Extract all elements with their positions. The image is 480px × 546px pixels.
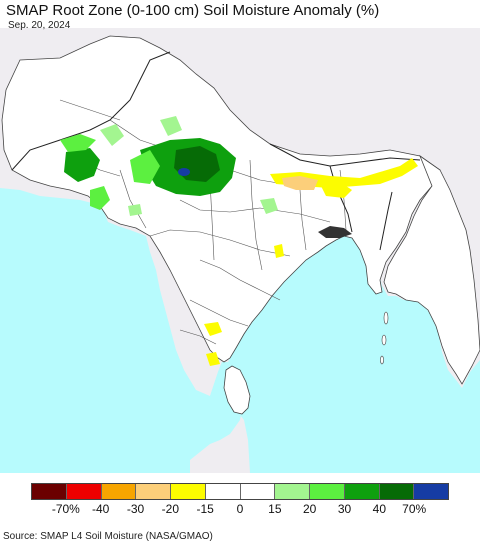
legend-swatch bbox=[310, 484, 345, 499]
legend-label: -20 bbox=[161, 502, 179, 516]
legend-swatch bbox=[379, 484, 415, 499]
legend-swatch bbox=[275, 484, 310, 499]
legend-label: 20 bbox=[302, 502, 317, 516]
legend-swatch bbox=[414, 484, 448, 499]
map-date: Sep. 20, 2024 bbox=[8, 20, 71, 31]
delta-coastline bbox=[318, 226, 352, 238]
andaman-islands bbox=[380, 311, 389, 365]
legend-label: -70% bbox=[51, 502, 80, 516]
legend-swatch bbox=[136, 484, 171, 499]
legend-color-bar bbox=[31, 483, 449, 500]
legend-label: -40 bbox=[91, 502, 110, 516]
arabian-sea bbox=[0, 188, 244, 473]
map-title: SMAP Root Zone (0-100 cm) Soil Moisture … bbox=[6, 2, 380, 19]
legend-label: 0 bbox=[236, 502, 244, 516]
legend-label: 40 bbox=[372, 502, 387, 516]
legend-label: -30 bbox=[126, 502, 145, 516]
legend-swatch bbox=[32, 484, 67, 499]
legend-swatch bbox=[344, 484, 380, 499]
legend-labels: -70% -40 -30 -20 -15 0 15 20 30 40 70% bbox=[0, 502, 480, 518]
legend-label: 15 bbox=[268, 502, 282, 516]
legend-swatch bbox=[101, 484, 137, 499]
sri-lanka bbox=[223, 365, 251, 415]
legend-swatch bbox=[66, 484, 102, 499]
legend-swatch bbox=[240, 484, 276, 499]
south-asia-land bbox=[1, 35, 441, 363]
legend-swatch bbox=[205, 484, 241, 499]
legend-label: 30 bbox=[337, 502, 352, 516]
bay-of-bengal bbox=[210, 230, 480, 473]
legend-swatch bbox=[171, 484, 206, 499]
myanmar-land bbox=[383, 154, 480, 385]
anomaly-patches bbox=[60, 116, 418, 366]
source-credit: Source: SMAP L4 Soil Moisture (NASA/GMAO… bbox=[3, 531, 213, 542]
legend-label: -15 bbox=[196, 502, 214, 516]
legend-label: 70% bbox=[402, 502, 427, 516]
